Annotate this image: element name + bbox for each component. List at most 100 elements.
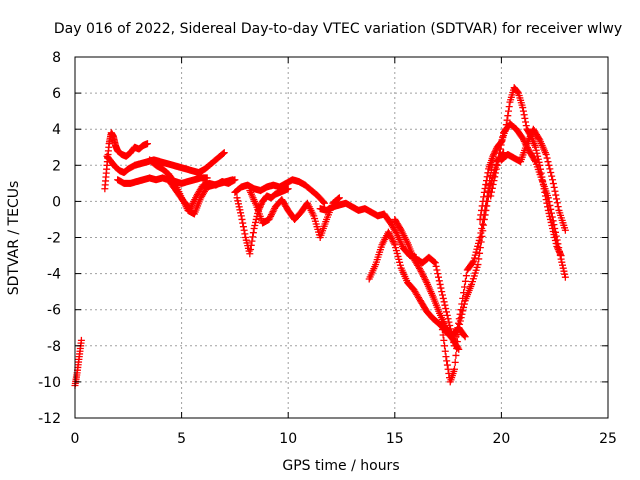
data-point <box>239 223 247 231</box>
x-tick-label: 5 <box>177 431 186 447</box>
x-axis-label: GPS time / hours <box>282 458 399 474</box>
data-point <box>489 180 497 188</box>
data-point <box>475 255 483 263</box>
data-point <box>499 133 507 141</box>
data-point <box>488 184 496 192</box>
x-tick-label: 10 <box>279 431 297 447</box>
data-point <box>236 206 244 214</box>
data-point <box>240 226 248 234</box>
data-point <box>220 149 228 157</box>
data-point <box>561 226 569 234</box>
data-point <box>542 150 550 158</box>
y-tick-label: -12 <box>38 411 61 427</box>
data-point <box>430 258 438 266</box>
data-point <box>548 209 556 217</box>
y-tick-label: -10 <box>38 375 61 391</box>
data-point <box>480 193 488 201</box>
data-point <box>496 145 504 153</box>
data-point <box>555 244 563 252</box>
data-point <box>234 200 242 208</box>
data-point <box>436 280 444 288</box>
data-point <box>550 221 558 229</box>
data-point <box>435 273 443 281</box>
data-point <box>456 317 464 325</box>
data-point <box>555 247 563 255</box>
data-point <box>560 267 568 275</box>
y-tick-label: 4 <box>52 122 61 138</box>
data-point <box>476 249 484 257</box>
data-point <box>269 208 277 216</box>
data-point <box>388 236 396 244</box>
data-point <box>203 174 211 182</box>
data-point <box>265 215 273 223</box>
data-point <box>544 194 552 202</box>
data-point <box>248 237 256 245</box>
data-point <box>443 361 451 369</box>
x-tick-label: 20 <box>492 431 510 447</box>
data-point <box>443 357 451 365</box>
data-point <box>561 273 569 281</box>
data-point <box>553 236 561 244</box>
data-point <box>522 118 530 126</box>
data-point <box>543 154 551 162</box>
data-point <box>421 275 429 283</box>
series-trace-b <box>101 129 151 193</box>
data-point <box>554 240 562 248</box>
data-point <box>251 221 259 229</box>
data-point <box>249 229 257 237</box>
data-point <box>270 206 278 214</box>
data-point <box>549 176 557 184</box>
data-point <box>385 230 393 238</box>
data-point <box>505 103 513 111</box>
data-point <box>452 351 460 359</box>
data-point <box>233 194 241 202</box>
series-trace-q <box>497 125 569 234</box>
data-point <box>519 107 527 115</box>
y-tick-label: -8 <box>47 339 61 355</box>
data-point <box>559 261 567 269</box>
data-point <box>441 342 449 350</box>
data-point <box>441 347 449 355</box>
data-point <box>235 203 243 211</box>
data-point <box>514 88 522 96</box>
data-point <box>433 266 441 274</box>
data-point <box>143 140 151 148</box>
data-point <box>505 107 513 115</box>
series-trace-f <box>167 176 239 213</box>
data-point <box>442 353 450 361</box>
series-trace-c <box>103 149 228 177</box>
data-point <box>453 338 461 346</box>
tick-labels: 0 5 10 15 20 25 -12 -10 -8 -6 -4 -2 0 2 4 6 8 <box>38 50 617 447</box>
data-point <box>234 197 242 205</box>
data-point <box>457 314 465 322</box>
data-point <box>454 331 462 339</box>
data-point <box>469 258 477 266</box>
data-point <box>284 185 292 193</box>
data-point <box>387 233 395 241</box>
data-point <box>558 258 566 266</box>
data-point <box>439 331 447 339</box>
data-point <box>432 262 440 270</box>
data-point <box>247 246 255 254</box>
data-point <box>446 321 454 329</box>
data-point <box>546 201 554 209</box>
data-point <box>460 332 468 340</box>
data-point <box>443 308 451 316</box>
data-point <box>267 211 275 219</box>
data-point <box>492 169 500 177</box>
data-point <box>546 165 554 173</box>
data-point <box>494 157 502 165</box>
data-point <box>252 218 260 226</box>
data-point <box>453 345 461 353</box>
data-point <box>548 172 556 180</box>
data-point <box>497 141 505 149</box>
data-point <box>531 156 539 164</box>
data-point <box>549 217 557 225</box>
data-point <box>549 180 557 188</box>
data-point <box>450 365 458 373</box>
data-point <box>231 176 239 184</box>
data-point <box>239 219 247 227</box>
data-point <box>419 271 427 279</box>
data-point <box>519 134 527 142</box>
